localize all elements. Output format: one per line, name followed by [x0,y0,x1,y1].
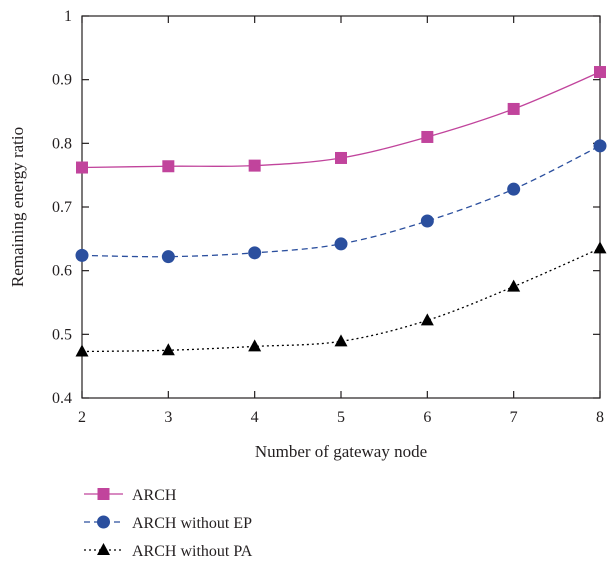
tick-labels: 2 3 4 5 6 7 8 0.4 0.5 0.6 0.7 0.8 0.9 1 [52,8,604,426]
data-point-s3-x5 [334,334,348,347]
y-tick-label: 0.9 [52,72,72,89]
data-point-s1-x2 [76,161,88,174]
legend-marker-1 [97,488,110,500]
legend-label-1: ARCH [132,487,177,504]
plot-area [75,15,607,399]
x-tick-label: 7 [510,409,518,426]
y-tick-label: 0.4 [52,390,72,407]
data-point-s2-x3 [161,250,175,264]
data-point-s3-x8 [593,241,607,254]
data-point-s1-x8 [594,66,606,79]
data-point-s2-x8 [593,139,607,153]
legend-label-3: ARCH without PA [132,543,253,560]
data-point-s1-x7 [507,102,520,115]
x-tick-label: 2 [78,409,86,426]
x-axis-label: Number of gateway node [255,442,427,461]
data-point-s3-x6 [420,313,434,326]
data-point-s1-x3 [162,160,175,173]
data-point-s3-x4 [248,339,262,352]
data-point-s1-x6 [421,130,434,143]
data-point-s2-x4 [248,246,262,260]
x-tick-label: 5 [337,409,345,426]
legend-marker-2 [97,515,110,529]
y-tick-label: 0.6 [52,263,72,280]
legend: ARCH ARCH without EP ARCH without PA [84,487,253,560]
y-tick-label: 0.5 [52,326,72,343]
data-point-s2-x6 [420,214,434,228]
data-point-s2-x2 [75,248,89,262]
data-point-s2-x7 [507,182,521,196]
x-tick-label: 3 [164,409,172,426]
y-tick-label: 0.7 [52,199,72,216]
y-axis-label: Remaining energy ratio [8,127,27,287]
legend-label-2: ARCH without EP [132,515,252,532]
data-point-s1-x5 [335,151,347,164]
data-point-s1-x4 [248,159,261,172]
x-tick-label: 6 [423,409,431,426]
data-point-s2-x5 [334,237,348,251]
data-point-s3-x7 [507,279,521,292]
legend-marker-3 [97,543,110,555]
series-lines [81,71,601,353]
x-tick-label: 8 [596,409,604,426]
series-markers [75,66,607,357]
data-point-s3-x3 [161,343,175,356]
y-tick-label: 0.8 [52,135,72,152]
x-tick-label: 4 [251,409,259,426]
y-tick-label: 1 [64,8,72,25]
data-point-s3-x2 [75,344,89,357]
